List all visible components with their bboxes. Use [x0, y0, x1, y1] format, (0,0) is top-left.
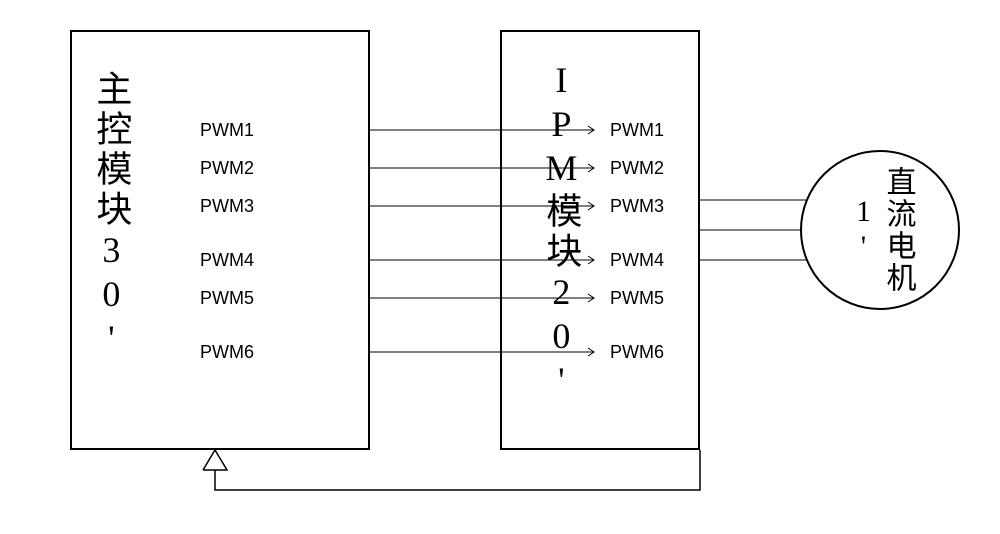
- feedback-wire: [203, 450, 700, 490]
- ipm-module-block: [500, 30, 700, 450]
- left-pin-pwm5: PWM5: [200, 288, 254, 309]
- ipm-pin-pwm2: PWM2: [610, 158, 664, 179]
- left-pin-pwm6: PWM6: [200, 342, 254, 363]
- left-pin-pwm4: PWM4: [200, 250, 254, 271]
- block-diagram: 主控模块30' IPM模块20' 直流电机1' PWM1 PWM2 PWM3 P…: [0, 0, 1000, 534]
- ipm-pin-pwm3: PWM3: [610, 196, 664, 217]
- main-control-module-label: 主控模块30': [90, 70, 131, 362]
- ipm-pin-pwm5: PWM5: [610, 288, 664, 309]
- ipm-module-label: IPM模块20': [540, 60, 581, 404]
- dc-motor-label: 直流电机1': [846, 152, 915, 308]
- ipm-pin-pwm6: PWM6: [610, 342, 664, 363]
- left-pin-pwm3: PWM3: [200, 196, 254, 217]
- left-pin-pwm2: PWM2: [200, 158, 254, 179]
- left-pin-pwm1: PWM1: [200, 120, 254, 141]
- ipm-pin-pwm4: PWM4: [610, 250, 664, 271]
- dc-motor-block: 直流电机1': [800, 150, 960, 310]
- ipm-pin-pwm1: PWM1: [610, 120, 664, 141]
